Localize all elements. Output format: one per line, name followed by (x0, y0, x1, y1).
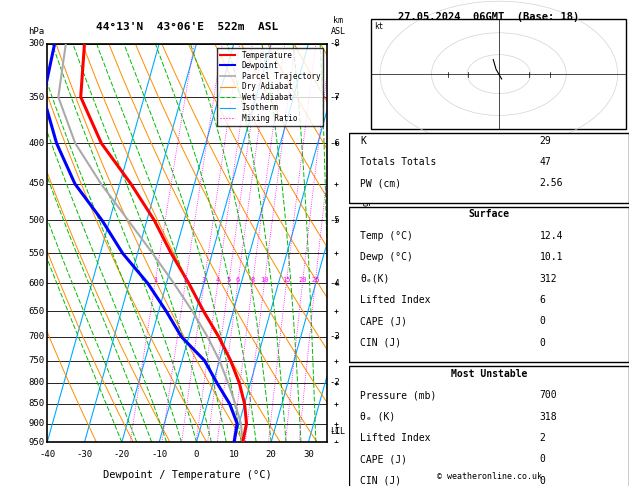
Text: hPa: hPa (28, 27, 45, 36)
Text: -1: -1 (330, 427, 341, 435)
Text: kt: kt (374, 22, 384, 31)
Legend: Temperature, Dewpoint, Parcel Trajectory, Dry Adiabat, Wet Adiabat, Isotherm, Mi: Temperature, Dewpoint, Parcel Trajectory… (217, 48, 323, 126)
Text: 10: 10 (260, 278, 269, 283)
Text: -30: -30 (77, 450, 92, 459)
Text: CIN (J): CIN (J) (360, 476, 401, 486)
Text: -3: -3 (330, 332, 341, 341)
Text: CAPE (J): CAPE (J) (360, 316, 408, 327)
Text: 6: 6 (540, 295, 545, 305)
Text: -4: -4 (330, 279, 341, 288)
Text: 47: 47 (540, 157, 551, 167)
Text: -6: -6 (330, 139, 341, 148)
Text: Surface: Surface (469, 209, 509, 220)
Text: 350: 350 (28, 92, 45, 102)
Text: 300: 300 (28, 39, 45, 48)
Text: -10: -10 (151, 450, 167, 459)
Text: -2: -2 (330, 378, 341, 387)
Text: km
ASL: km ASL (331, 17, 346, 36)
Text: 44°13'N  43°06'E  522m  ASL: 44°13'N 43°06'E 522m ASL (96, 22, 278, 32)
Text: 0: 0 (540, 454, 545, 465)
Text: 25: 25 (311, 278, 320, 283)
Text: Pressure (mb): Pressure (mb) (360, 390, 437, 400)
Text: 318: 318 (540, 412, 557, 422)
Text: 10.1: 10.1 (540, 252, 563, 262)
Text: Totals Totals: Totals Totals (360, 157, 437, 167)
Text: © weatheronline.co.uk: © weatheronline.co.uk (437, 472, 542, 481)
Text: 400: 400 (28, 139, 45, 148)
Text: LCL: LCL (330, 427, 345, 435)
Text: 3: 3 (202, 278, 206, 283)
Text: 12.4: 12.4 (540, 231, 563, 241)
Text: 600: 600 (28, 279, 45, 288)
Text: 10: 10 (228, 450, 239, 459)
Text: 15: 15 (282, 278, 291, 283)
Text: 27.05.2024  06GMT  (Base: 18): 27.05.2024 06GMT (Base: 18) (398, 12, 580, 22)
Bar (349, 133, 629, 203)
Text: 2: 2 (540, 433, 545, 443)
Bar (372, 19, 626, 129)
Text: Dewp (°C): Dewp (°C) (360, 252, 413, 262)
Text: -20: -20 (114, 450, 130, 459)
Text: 2.56: 2.56 (540, 178, 563, 189)
Text: -40: -40 (39, 450, 55, 459)
Text: 550: 550 (28, 249, 45, 258)
Text: 312: 312 (540, 274, 557, 284)
Text: Mixing Ratio (g/kg): Mixing Ratio (g/kg) (362, 195, 370, 291)
Text: θₑ (K): θₑ (K) (360, 412, 396, 422)
Text: 20: 20 (265, 450, 277, 459)
Text: 30: 30 (303, 450, 314, 459)
Text: K: K (360, 136, 366, 146)
Text: CAPE (J): CAPE (J) (360, 454, 408, 465)
Text: 0: 0 (540, 338, 545, 348)
Text: -8: -8 (330, 39, 341, 48)
Text: 0: 0 (194, 450, 199, 459)
Text: Lifted Index: Lifted Index (360, 295, 431, 305)
Text: -5: -5 (330, 216, 341, 225)
Text: 0: 0 (540, 476, 545, 486)
Text: 750: 750 (28, 356, 45, 365)
Text: θₑ(K): θₑ(K) (360, 274, 390, 284)
Text: Temp (°C): Temp (°C) (360, 231, 413, 241)
Bar (349, 366, 629, 486)
Text: 1: 1 (153, 278, 157, 283)
Text: Most Unstable: Most Unstable (451, 369, 527, 379)
Text: 8: 8 (250, 278, 255, 283)
Text: PW (cm): PW (cm) (360, 178, 401, 189)
Text: 500: 500 (28, 216, 45, 225)
Text: 20: 20 (298, 278, 307, 283)
Text: CIN (J): CIN (J) (360, 338, 401, 348)
Bar (349, 207, 629, 362)
Text: 700: 700 (28, 332, 45, 341)
Text: 650: 650 (28, 307, 45, 315)
Text: 29: 29 (540, 136, 551, 146)
Text: 950: 950 (28, 438, 45, 447)
Text: 850: 850 (28, 399, 45, 408)
Text: 800: 800 (28, 378, 45, 387)
Text: 900: 900 (28, 419, 45, 428)
Text: 6: 6 (236, 278, 240, 283)
Text: 2: 2 (183, 278, 187, 283)
Text: 5: 5 (226, 278, 231, 283)
Text: Dewpoint / Temperature (°C): Dewpoint / Temperature (°C) (103, 470, 272, 480)
Text: Lifted Index: Lifted Index (360, 433, 431, 443)
Text: 4: 4 (216, 278, 220, 283)
Text: -7: -7 (330, 92, 341, 102)
Text: 700: 700 (540, 390, 557, 400)
Text: 0: 0 (540, 316, 545, 327)
Text: 450: 450 (28, 179, 45, 189)
